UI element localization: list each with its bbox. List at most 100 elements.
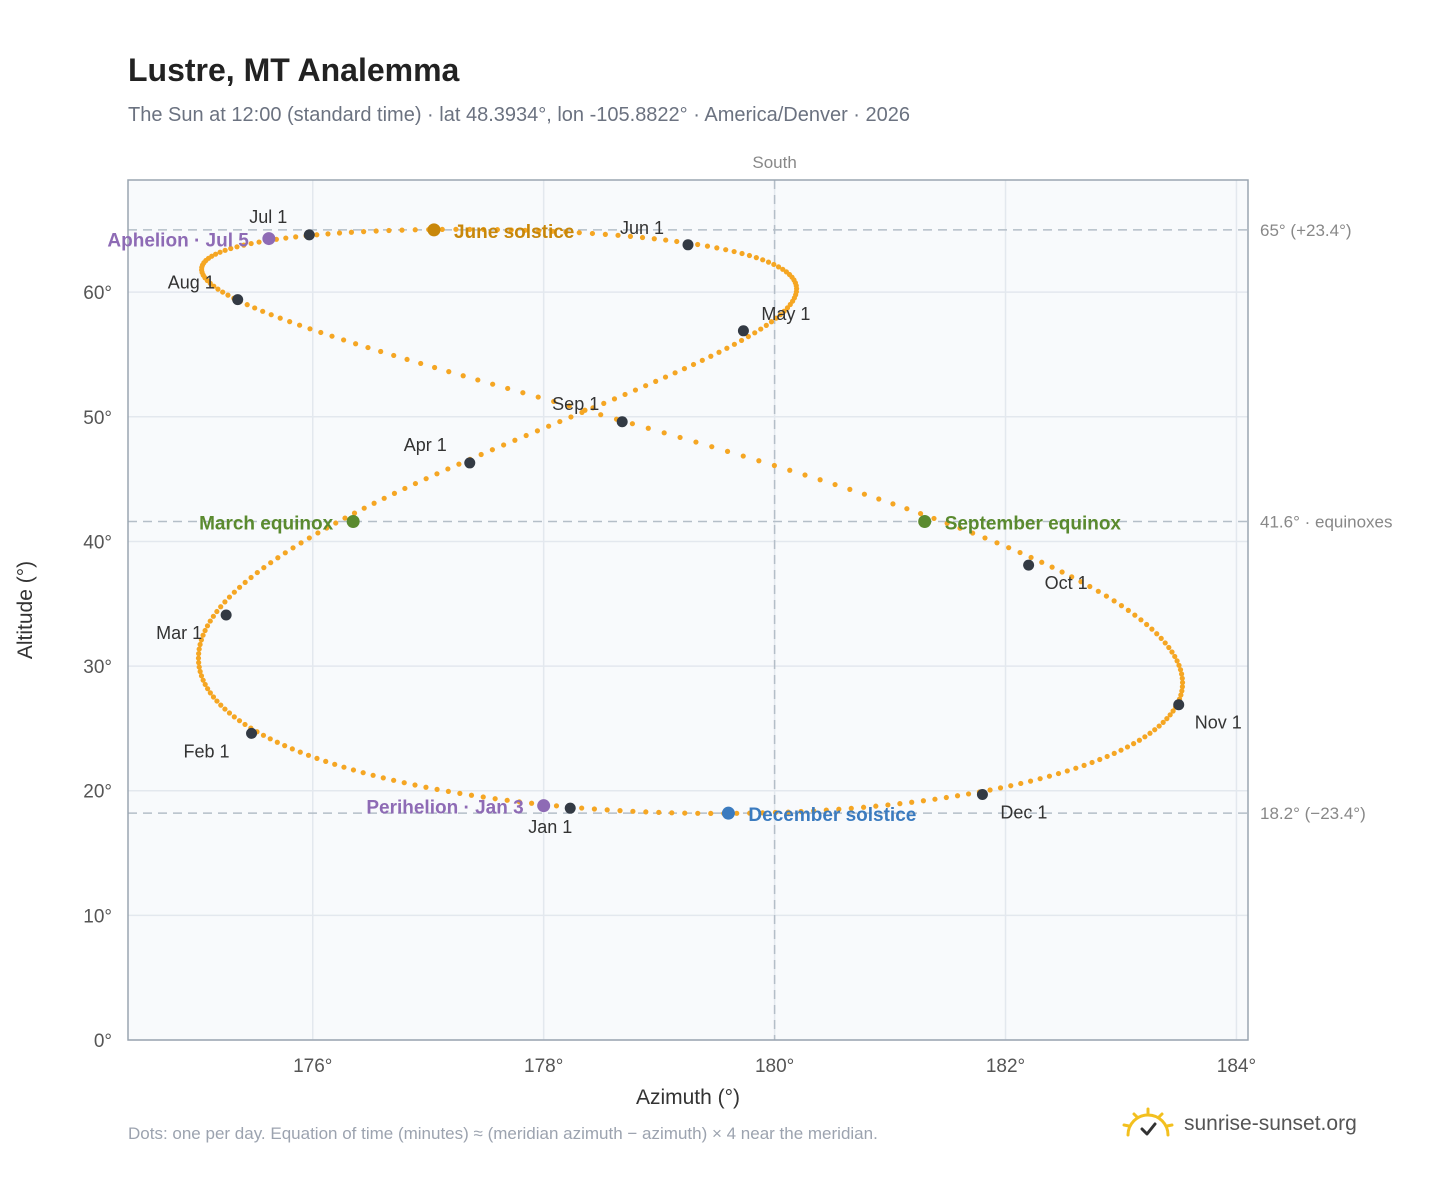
daily-dot [752,330,758,336]
daily-dot [643,383,649,389]
daily-dot [333,520,339,526]
daily-dot [360,770,366,776]
daily-dot [222,247,228,253]
daily-dot [306,535,312,541]
daily-dot [196,651,202,657]
daily-dot [211,283,217,289]
daily-dot [267,736,273,742]
daily-dot [522,227,528,233]
daily-dot [909,799,915,805]
daily-dot [197,641,203,648]
daily-dot [1027,778,1034,784]
daily-dot [1037,776,1043,782]
plot-frame [127,179,1249,1041]
daily-dot [832,481,838,488]
daily-dot [214,608,220,615]
daily-dot [318,329,324,336]
daily-dot [391,777,397,783]
daily-dot [1136,737,1143,743]
daily-dot [1046,773,1053,779]
daily-dot [504,797,510,803]
daily-dot [222,599,228,605]
daily-dot [324,525,330,531]
daily-dot [656,809,662,815]
daily-dot [534,428,541,434]
daily-dot [738,337,745,344]
daily-dot [740,453,746,459]
daily-dot [553,803,560,809]
month-dot [220,609,232,621]
daily-dot [391,490,398,496]
daily-dot [348,229,355,235]
daily-dot [690,361,697,368]
brand-logo[interactable]: sunrise-sunset.org [1120,1104,1357,1144]
month-dot [1023,559,1035,571]
page-title: Lustre, MT Analemma [128,52,460,88]
daily-dot [432,364,438,371]
daily-dot [1089,759,1095,766]
daily-dot [268,560,274,566]
daily-dot [546,423,552,429]
daily-dot [568,414,574,420]
event-label: March equinox [199,514,334,535]
daily-dot [943,794,949,801]
daily-dot [734,810,740,816]
daily-dot [1017,549,1023,556]
daily-dot [763,322,769,328]
daily-dot [282,743,288,749]
daily-dot [897,801,903,807]
daily-dot [663,237,669,243]
daily-dot [759,810,766,816]
daily-dot [669,810,675,816]
daily-dot [645,425,651,431]
daily-dot [1008,783,1014,789]
x-tick-label: 176° [293,1056,332,1077]
daily-dot [512,437,518,443]
month-dot [976,788,988,800]
daily-dot [836,806,842,812]
daily-dot [777,312,784,318]
daily-dot [731,341,737,347]
daily-dot [994,540,1000,546]
daily-dot [753,255,759,261]
daily-dot [217,249,223,255]
daily-dot [242,579,248,586]
daily-dot [353,341,359,347]
daily-dot [1097,756,1103,763]
daily-dot [536,228,542,234]
daily-dot [917,510,924,517]
daily-dot [954,793,961,799]
daily-dot [231,589,237,595]
daily-dot [557,418,563,425]
daily-dot [775,264,782,270]
daily-dot [617,808,623,814]
daily-dot [467,226,473,232]
daily-dot [287,319,293,325]
daily-dot [434,786,440,792]
daily-dot [210,694,217,700]
month-dot [682,239,694,251]
x-tick-label: 184° [1217,1056,1256,1077]
daily-dot [739,250,745,257]
daily-dot [714,245,720,251]
daily-dot [987,787,993,793]
daily-dot [215,286,221,292]
month-label: Feb 1 [184,741,230,761]
daily-dot [212,251,219,257]
daily-dot [1103,593,1110,599]
daily-dot [1144,621,1150,628]
daily-dot [615,232,621,238]
daily-dot [563,229,569,235]
daily-dot [439,226,445,232]
daily-dot [630,808,636,814]
daily-dot [218,604,224,610]
daily-dot [1131,741,1137,747]
daily-dot [1142,734,1148,740]
daily-dot [861,491,868,497]
daily-dot [1178,692,1184,698]
daily-dot [653,378,659,384]
daily-dot [314,232,320,238]
daily-dot [370,772,376,778]
month-label: Apr 1 [404,435,447,455]
daily-dot [535,394,541,400]
